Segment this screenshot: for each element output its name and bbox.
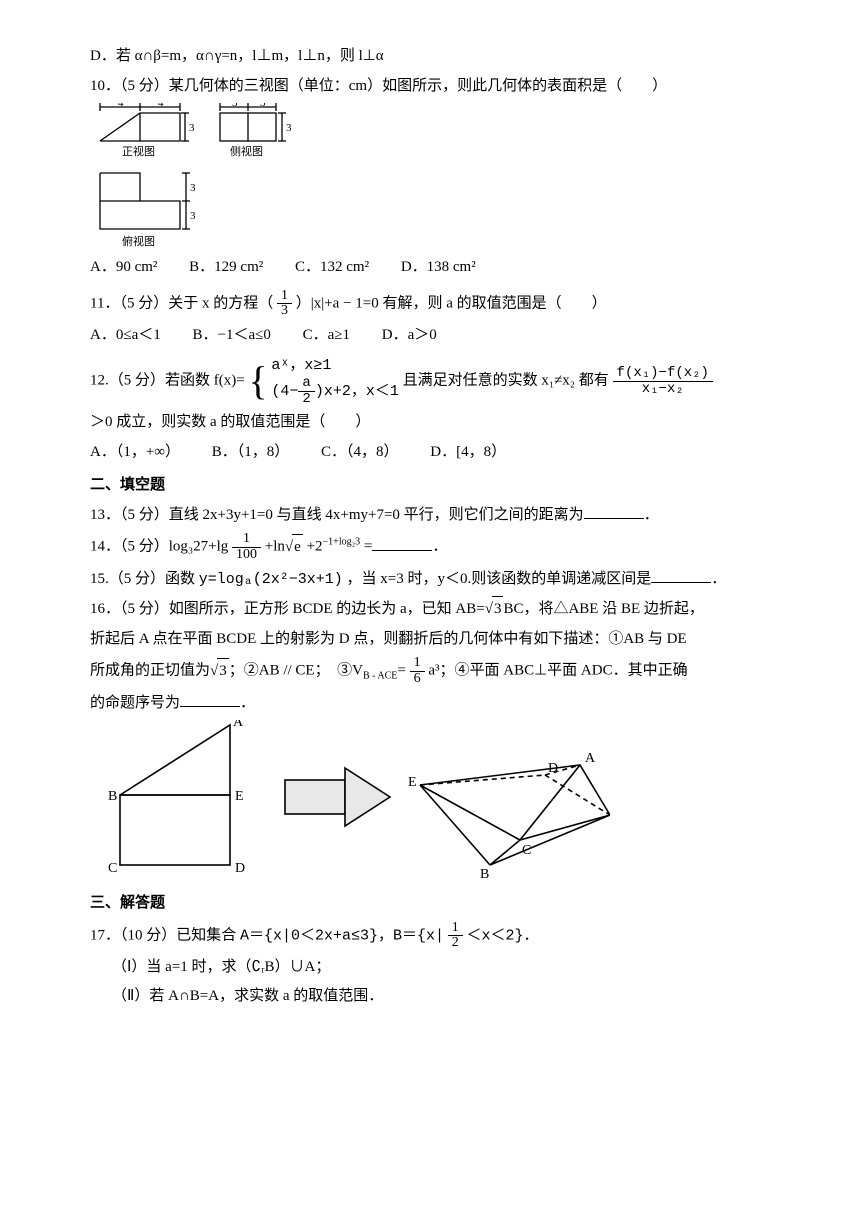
svg-text:3: 3 <box>286 122 292 134</box>
svg-text:D: D <box>235 861 245 876</box>
q10-C: C．132 cm² <box>295 255 369 281</box>
q16-line3: 所成角的正切值为3；②AB // CE； ③VB - ACE= 16 a³；④平… <box>90 656 790 686</box>
svg-text:3: 3 <box>260 103 266 109</box>
svg-text:4: 4 <box>158 103 164 109</box>
frac-1-100: 1100 <box>232 532 261 562</box>
q12-B: B．（1，8） <box>212 440 290 466</box>
q9-option-d: D．若 α∩β=m，α∩γ=n，l⊥m，l⊥n，则 l⊥α <box>90 44 790 70</box>
q11-options: A．0≤a＜1 B．−1＜a≤0 C．a≥1 D．a＞0 <box>90 323 790 349</box>
q11-a: 11．（5 分）关于 x 的方程（ <box>90 295 273 311</box>
q13: 13．（5 分）直线 2x+3y+1=0 与直线 4x+my+7=0 平行，则它… <box>90 503 790 529</box>
sqrt-icon <box>285 539 291 555</box>
svg-text:侧视图: 侧视图 <box>230 144 263 158</box>
piece-1: aˣ，x≥1 <box>271 356 398 376</box>
svg-text:4: 4 <box>118 103 124 109</box>
svg-text:3: 3 <box>190 182 196 194</box>
brace-icon: { <box>248 361 267 401</box>
frac-1-3: 13 <box>277 289 292 319</box>
q12-C: C．（4，8） <box>321 440 399 466</box>
q16-line4: 的命题序号为． <box>90 691 790 717</box>
frac-1-6: 16 <box>410 656 425 686</box>
q10-B: B．129 cm² <box>189 255 263 281</box>
piece-2: (4−a2)x+2，x＜1 <box>271 376 398 406</box>
svg-text:B: B <box>108 789 117 804</box>
svg-text:E: E <box>235 789 244 804</box>
blank <box>651 567 711 583</box>
q16-line1: 16．（5 分）如图所示，正方形 BCDE 的边长为 a，已知 AB=3BC，将… <box>90 596 790 623</box>
q11-B: B．−1＜a≤0 <box>192 323 270 349</box>
svg-text:正视图: 正视图 <box>122 144 155 158</box>
q11-D: D．a＞0 <box>382 323 437 349</box>
q12-tail: ＞0 成立，则实数 a 的取值范围是（ ） <box>90 410 790 436</box>
q14: 14．（5 分）log₃27+lg 1100 +lne +2−1+log₂3 =… <box>90 532 790 562</box>
q15: 15.（5 分）函数 y=logₐ(2x²−3x+1) ，当 x=3 时，y＜0… <box>90 567 790 593</box>
svg-text:C: C <box>108 861 117 876</box>
blank <box>180 691 240 707</box>
q11-A: A．0≤a＜1 <box>90 323 161 349</box>
blank <box>372 535 432 551</box>
q12-stem: 12.（5 分）若函数 f(x)= { aˣ，x≥1 (4−a2)x+2，x＜1… <box>90 356 790 406</box>
sqrt-icon <box>210 663 216 679</box>
q16-line2: 折起后 A 点在平面 BCDE 上的射影为 D 点，则翻折后的几何体中有如下描述… <box>90 627 790 653</box>
q12-A: A．（1，+∞） <box>90 440 180 466</box>
diff-quotient: f(x₁)−f(x₂)x₁−x₂ <box>613 366 713 396</box>
svg-text:E: E <box>408 775 417 790</box>
svg-text:A: A <box>585 751 596 766</box>
q11-stem: 11．（5 分）关于 x 的方程（ 13 ）|x|+a − 1=0 有解，则 a… <box>90 289 790 319</box>
svg-text:俯视图: 俯视图 <box>122 234 155 248</box>
piecewise: aˣ，x≥1 (4−a2)x+2，x＜1 <box>271 356 398 406</box>
q10-options: A．90 cm² B．129 cm² C．132 cm² D．138 cm² <box>90 255 790 281</box>
svg-text:3: 3 <box>232 103 238 109</box>
svg-text:3: 3 <box>189 122 195 134</box>
frac-1-2: 12 <box>448 921 463 951</box>
q12-D: D．[4，8） <box>430 440 506 466</box>
q11-C: C．a≥1 <box>303 323 350 349</box>
q12-lead: 12.（5 分）若函数 f(x)= <box>90 373 245 389</box>
sqrt-icon <box>485 601 491 617</box>
q12-options: A．（1，+∞） B．（1，8） C．（4，8） D．[4，8） <box>90 440 790 466</box>
svg-text:C: C <box>522 843 531 858</box>
q10-A: A．90 cm² <box>90 255 157 281</box>
svg-text:B: B <box>480 867 489 882</box>
q12-mid: 且满足对任意的实数 x₁≠x₂ 都有 <box>403 373 613 389</box>
q10-stem: 10．（5 分）某几何体的三视图（单位：cm）如图所示，则此几何体的表面积是（ … <box>90 74 790 100</box>
svg-text:A: A <box>233 720 244 730</box>
svg-text:D: D <box>548 761 558 776</box>
fold-diagram: A B E C D A E D B C <box>90 720 610 885</box>
q17-sub1: （Ⅰ）当 a=1 时，求（∁ᵣB）∪A； <box>90 955 790 981</box>
q17-stem: 17．（10 分）已知集合 A＝{x|0＜2x+a≤3}，B＝{x| 12 ＜x… <box>90 921 790 951</box>
section-3-header: 三、解答题 <box>90 891 790 917</box>
section-2-header: 二、填空题 <box>90 473 790 499</box>
q10-D: D．138 cm² <box>401 255 476 281</box>
q17-sub2: （Ⅱ）若 A∩B=A，求实数 a 的取值范围． <box>90 984 790 1010</box>
three-views-diagram: 4 4 3 3 3 3 3 3 正视图 侧视图 俯视图 <box>90 103 320 253</box>
q11-b: ）|x|+a − 1=0 有解，则 a 的取值范围是（ ） <box>296 295 607 311</box>
blank <box>584 503 644 519</box>
svg-text:3: 3 <box>190 210 196 222</box>
